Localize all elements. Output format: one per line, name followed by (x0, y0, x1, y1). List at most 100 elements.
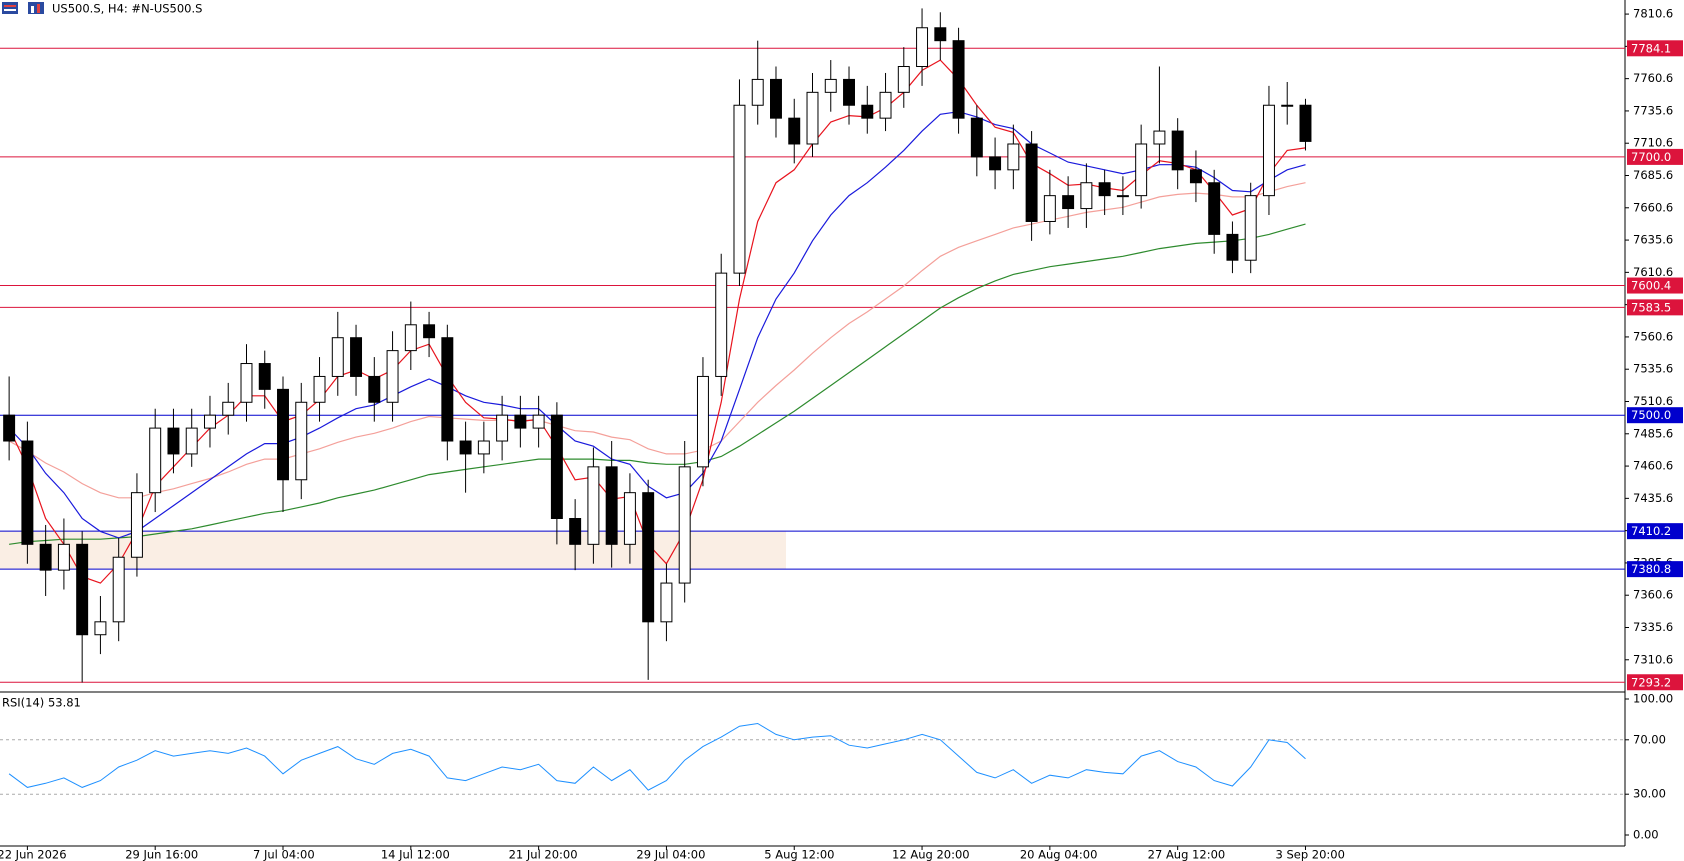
candle-body (112, 556, 125, 623)
candle-body (550, 414, 563, 520)
level-label-box (1627, 674, 1683, 691)
moving-average (9, 223, 1306, 545)
candle-body (1043, 195, 1056, 222)
level-label-box (1627, 299, 1683, 316)
candle-body (1062, 195, 1075, 210)
level-label: 7700.0 (1631, 150, 1671, 164)
x-tick-label: 27 Aug 12:00 (1148, 848, 1226, 861)
rsi-y-tick-label: 0.00 (1633, 828, 1659, 842)
y-tick-label: 7460.6 (1633, 459, 1673, 473)
candle-body (185, 427, 198, 455)
x-tick-label: 29 Jun 16:00 (125, 848, 198, 861)
candle-body (423, 324, 436, 339)
candle-body (843, 78, 855, 106)
x-tick-label: 12 Aug 20:00 (892, 848, 970, 861)
candle-body (496, 414, 509, 442)
y-tick-label: 7685.6 (1633, 168, 1673, 182)
candle-body (1116, 195, 1129, 198)
x-tick-label: 3 Sep 20:00 (1275, 848, 1344, 861)
y-tick-label: 7335.6 (1633, 620, 1673, 634)
level-label: 7583.5 (1631, 300, 1671, 314)
rsi-title: RSI(14) 53.81 (2, 696, 81, 710)
candle-body (934, 27, 947, 42)
y-tick-label: 7360.6 (1633, 588, 1673, 602)
rsi-y-tick-label: 70.00 (1633, 732, 1666, 746)
y-tick-label: 7610.6 (1633, 265, 1673, 279)
y-tick-label: 7760.6 (1633, 71, 1673, 85)
candle-body (1025, 143, 1038, 222)
candle-body (258, 363, 271, 390)
candle-body (642, 492, 655, 623)
rsi-line (8, 722, 1306, 791)
chart-title: US500.S, H4: #N-US500.S (52, 2, 202, 16)
x-tick-label: 5 Aug 12:00 (764, 848, 834, 861)
moving-average (8, 182, 1306, 499)
candle-body (1281, 104, 1294, 107)
y-tick-label: 7810.6 (1633, 7, 1673, 21)
candle-body (514, 414, 527, 429)
y-tick-label: 7560.6 (1633, 329, 1673, 343)
rsi-y-tick-label: 30.00 (1633, 787, 1666, 801)
x-tick-label: 22 Jun 2026 (0, 848, 67, 861)
candle-body (1153, 130, 1166, 145)
candle-body (678, 466, 691, 584)
level-label-box (1627, 40, 1683, 57)
candle-body (806, 91, 819, 145)
candle-body (295, 401, 308, 481)
level-label: 7500.0 (1631, 408, 1671, 422)
candle-body (1171, 130, 1184, 171)
candle-body (824, 78, 837, 93)
candle-body (1135, 143, 1148, 197)
candle-body (751, 78, 764, 106)
x-tick-label: 21 Jul 20:00 (509, 848, 578, 861)
candle-body (3, 414, 16, 442)
candle-body (660, 582, 673, 623)
y-tick-label: 7435.6 (1633, 491, 1673, 505)
candle-body (222, 401, 235, 416)
candle-body (605, 466, 618, 545)
icon[interactable] (28, 2, 44, 14)
candle-body (587, 466, 600, 545)
candle-body (788, 117, 801, 145)
candle-body (149, 427, 162, 494)
y-tick-label: 7310.6 (1633, 652, 1673, 666)
candle-body (1244, 195, 1257, 261)
header-icons (2, 2, 44, 14)
candle-body (715, 272, 728, 377)
x-tick-label: 7 Jul 04:00 (253, 848, 315, 861)
candle-body (1189, 169, 1202, 184)
level-label-box (1627, 277, 1683, 294)
candle-body (1098, 182, 1111, 197)
candle-body (770, 78, 782, 119)
candle-body (1007, 143, 1020, 171)
candle-body (331, 337, 344, 377)
level-label: 7380.8 (1631, 562, 1671, 576)
candle-body (477, 440, 490, 455)
candle-body (21, 440, 34, 545)
level-label: 7784.1 (1631, 41, 1671, 55)
level-label-box (1627, 561, 1683, 578)
candle-body (623, 492, 636, 545)
candle-body (386, 350, 399, 403)
candle-body (879, 91, 892, 119)
y-tick-label: 7485.6 (1633, 426, 1673, 440)
candle-body (459, 440, 472, 455)
candle-body (532, 414, 545, 429)
y-tick-label: 7510.6 (1633, 394, 1673, 408)
rsi-y-tick-label: 100.00 (1633, 692, 1673, 706)
candle-body (696, 375, 709, 468)
y-tick-label: 7710.6 (1633, 136, 1673, 150)
x-tick-label: 29 Jul 04:00 (636, 848, 705, 861)
candle-body (313, 375, 326, 403)
level-label: 7410.2 (1631, 524, 1671, 538)
candle-body (861, 104, 874, 119)
icon (37, 4, 40, 13)
x-tick-label: 20 Aug 04:00 (1020, 848, 1098, 861)
candle-body (368, 375, 381, 403)
candle-body (1080, 182, 1093, 210)
candle-body (916, 27, 929, 68)
level-label: 7293.2 (1631, 675, 1671, 689)
level-label-box (1627, 407, 1683, 424)
